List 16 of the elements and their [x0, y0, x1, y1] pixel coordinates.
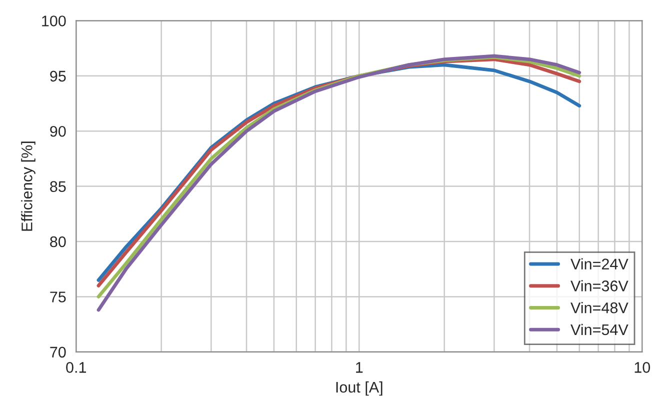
- y-tick-label: 95: [50, 70, 66, 82]
- legend-label: Vin=48V: [570, 302, 628, 314]
- x-tick-label: 1: [356, 362, 363, 373]
- y-tick-label: 90: [50, 126, 66, 137]
- x-tick-label: 10: [634, 362, 650, 373]
- legend-label: Vin=54V: [570, 324, 628, 336]
- x-tick-label: 0.1: [66, 362, 86, 373]
- legend-label: Vin=24V: [570, 258, 628, 270]
- x-axis-title: Iout [A]: [336, 381, 382, 396]
- y-tick-label: 85: [50, 181, 66, 192]
- legend-label: Vin=36V: [570, 280, 628, 292]
- y-axis-title: Efficiency [%]: [21, 142, 36, 231]
- y-tick-label: 100: [42, 16, 66, 26]
- y-tick-label: 70: [50, 346, 66, 358]
- y-tick-label: 75: [50, 292, 66, 302]
- y-tick-label: 80: [50, 236, 66, 248]
